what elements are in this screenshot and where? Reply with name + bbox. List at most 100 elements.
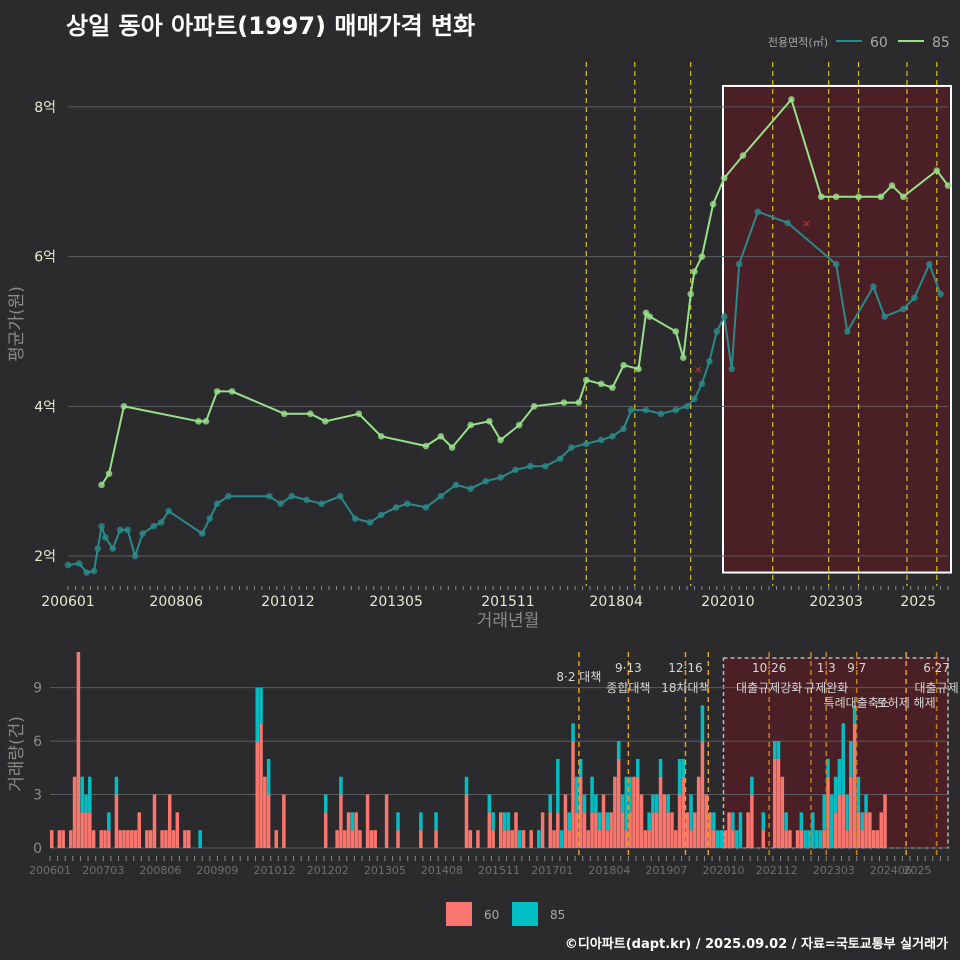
x-tick-label: 202303 [809,594,862,610]
bar-60 [148,830,153,848]
bar-60 [620,812,625,848]
bar-60 [784,830,788,848]
bar-60 [685,812,689,848]
bar-60 [712,830,716,848]
bar-60 [578,776,583,848]
bar-85 [323,794,328,813]
bar-85 [605,812,610,831]
bar-60 [419,830,423,848]
bar-60 [529,830,533,848]
bar-60 [799,830,804,848]
bar-60 [635,776,640,848]
bar-60 [647,830,651,848]
bar-85 [255,687,259,742]
bar-85 [339,776,343,795]
bar-60 [696,776,701,848]
bar-85 [506,812,511,831]
bar-85 [620,794,625,813]
bar-60 [868,812,872,848]
bar-60 [118,830,122,848]
bar-85 [537,830,541,848]
bar-60 [833,812,838,848]
bar-60 [597,830,602,848]
bar-85 [502,812,507,831]
bar-85 [575,776,579,813]
legend-swatch-60 [446,902,472,926]
bar-60 [263,776,267,848]
bar-60 [567,830,571,848]
series-line-85 [100,97,949,486]
bar-60 [114,794,119,848]
bar-60 [575,812,579,848]
bar-85 [616,741,621,759]
bar-60 [80,812,84,848]
bar-60 [145,830,149,848]
bar-60 [282,794,286,848]
bar-85 [814,830,819,848]
legend-label-60: 60 [870,35,888,51]
bar-85 [712,812,716,831]
bar-60 [164,830,168,848]
bar-60 [122,830,126,848]
bar-85 [738,812,743,848]
bar-60 [152,794,157,848]
bar-60 [61,830,65,848]
bar-85 [837,758,842,795]
bar-60 [864,812,868,848]
x-tick-label-volume: 200806 [139,864,181,877]
bar-60 [875,830,880,848]
cancelled-marker: × [802,217,811,230]
x-tick-label: 201012 [261,594,314,610]
bar-85 [750,776,754,795]
bar-85 [655,794,659,813]
policy-label: 토허제 해제 [877,696,936,710]
bar-85 [491,812,495,831]
bar-60 [514,812,518,848]
bar-85 [818,830,823,848]
x-tick-label-volume: 201804 [588,864,630,877]
bar-85 [571,723,575,742]
bar-85 [350,812,355,831]
y-tick-label: 4억 [34,399,56,415]
bar-60 [586,830,591,848]
bar-85 [658,758,663,777]
bar-60 [590,812,594,848]
bar-85 [803,830,807,848]
bar-60 [552,830,556,848]
bar-60 [88,812,92,848]
bar-60 [624,830,629,848]
policy-label: 12·16 [668,661,702,675]
bar-60 [476,830,480,848]
bar-85 [784,812,788,831]
bar-60 [826,776,830,848]
y-tick-label-volume: 9 [33,681,42,697]
bar-60 [91,830,96,848]
bar-85 [799,812,804,831]
bar-85 [396,812,400,831]
x-tick-label-volume: 202303 [813,864,855,877]
bar-60 [129,830,134,848]
bar-60 [369,830,374,848]
bar-60 [845,830,849,848]
bar-85 [845,794,849,831]
bar-85 [811,812,815,848]
bar-85 [715,830,720,848]
bar-60 [658,776,663,848]
y-axis-title-volume: 거래량(건) [7,716,27,792]
bar-85 [624,776,629,831]
bar-60 [582,812,587,848]
x-tick-label-volume: 201012 [254,864,296,877]
bar-60 [499,812,503,848]
bar-60 [860,830,864,848]
x-tick-label-volume: 201305 [364,864,406,877]
bar-60 [651,812,655,848]
bar-60 [761,830,766,848]
bar-85 [647,812,651,831]
bar-85 [434,812,438,831]
bar-60 [274,830,279,848]
bar-60 [731,830,735,848]
bar-85 [734,830,739,848]
policy-label: 대출규제 [914,681,958,695]
bar-60 [689,830,693,848]
bar-60 [506,830,511,848]
